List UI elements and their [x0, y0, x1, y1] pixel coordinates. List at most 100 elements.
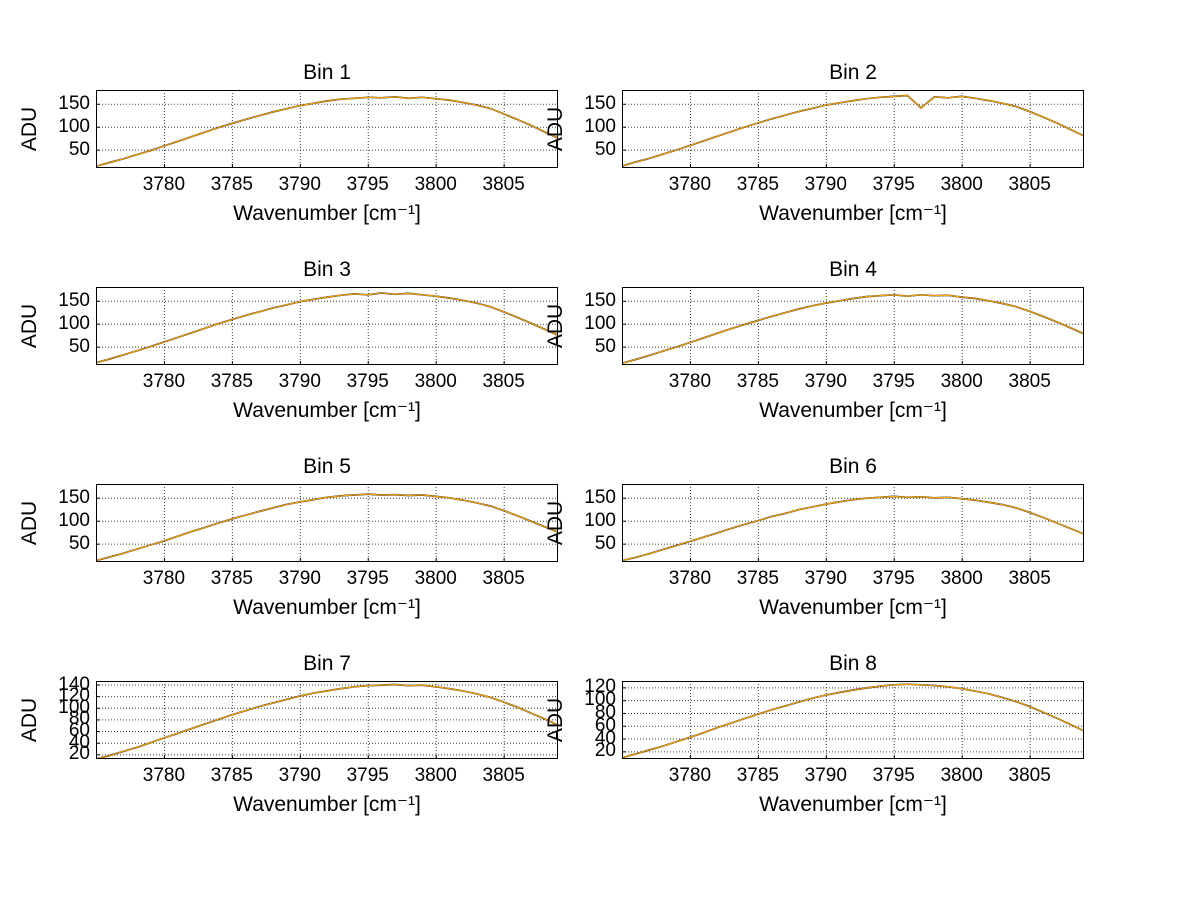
y-axis-label: ADU: [544, 500, 567, 546]
y-tick-label: 100: [584, 312, 616, 334]
x-tick-label: 3780: [668, 174, 712, 195]
subplot-bin-3: Bin 3 ADU 50 100 150 3780 3785 3790 3795 3800 3805…: [18, 258, 558, 422]
x-tick-label: 3785: [736, 765, 780, 786]
chart-title: Bin 2: [829, 61, 877, 84]
y-tick-label: 150: [584, 486, 616, 508]
plot-area: [622, 90, 1084, 168]
y-tick-label: 50: [68, 138, 90, 160]
y-axis-label: ADU: [18, 106, 41, 152]
chart-title: Bin 4: [829, 258, 877, 281]
x-tick-label: 3790: [804, 174, 847, 195]
x-tick-label: 3800: [414, 371, 457, 392]
y-tick-label: 20: [68, 743, 90, 765]
subplot-bin-8: Bin 8 ADU 20 40 60 80 100 120 3780 3785 3790 3795 38…: [544, 652, 1084, 816]
y-tick-label: 80: [594, 701, 616, 723]
y-tick-label: 50: [594, 532, 616, 554]
x-axis-label: Wavenumber [cm⁻¹]: [233, 596, 421, 619]
x-axis-label: Wavenumber [cm⁻¹]: [759, 202, 947, 225]
y-tick-label: 100: [58, 115, 90, 137]
y-tick-label: 120: [584, 676, 616, 698]
y-tick-label: 150: [58, 289, 90, 311]
y-tick-label: 150: [58, 92, 90, 114]
plot-area: [622, 484, 1084, 562]
x-tick-label: 3800: [940, 765, 983, 786]
y-tick-label: 100: [58, 509, 90, 531]
y-tick-label: 150: [584, 92, 616, 114]
x-tick-label: 3780: [668, 568, 712, 589]
y-tick-label: 100: [58, 312, 90, 334]
subplot-bin-5: Bin 5 ADU 50 100 150 3780 3785 3790 3795 3800 3805…: [18, 455, 558, 619]
x-tick-label: 3780: [668, 765, 712, 786]
x-tick-label: 3805: [482, 765, 525, 786]
y-tick-label: 120: [58, 685, 90, 707]
subplot-bin-2: Bin 2 ADU 50 100 150 3780 3785 3790 3795 3800 3805…: [544, 61, 1084, 225]
x-tick-label: 3805: [1008, 765, 1051, 786]
plot-area: [96, 287, 558, 365]
x-tick-label: 3790: [804, 568, 847, 589]
x-tick-label: 3785: [210, 765, 254, 786]
x-tick-label: 3785: [736, 174, 780, 195]
y-axis-label: ADU: [18, 303, 41, 349]
subplot-bin-4: Bin 4 ADU 50 100 150 3780 3785 3790 3795 3800 3805…: [544, 258, 1084, 422]
x-tick-label: 3790: [278, 174, 321, 195]
y-axis-label: ADU: [544, 303, 567, 349]
x-tick-label: 3795: [346, 174, 389, 195]
y-tick-label: 100: [58, 696, 90, 718]
x-tick-label: 3795: [346, 371, 389, 392]
y-tick-label: 50: [594, 138, 616, 160]
x-tick-label: 3790: [278, 765, 321, 786]
y-tick-label: 100: [584, 115, 616, 137]
x-tick-label: 3785: [736, 568, 780, 589]
y-axis-label: ADU: [18, 500, 41, 546]
x-tick-label: 3800: [414, 174, 457, 195]
x-axis-label: Wavenumber [cm⁻¹]: [759, 596, 947, 619]
x-tick-label: 3805: [482, 568, 525, 589]
y-tick-label: 60: [68, 720, 90, 742]
x-tick-label: 3795: [872, 174, 915, 195]
x-tick-label: 3795: [872, 568, 915, 589]
x-axis-label: Wavenumber [cm⁻¹]: [233, 202, 421, 225]
x-axis-label: Wavenumber [cm⁻¹]: [233, 793, 421, 816]
x-tick-label: 3805: [1008, 568, 1051, 589]
chart-title: Bin 5: [303, 455, 351, 478]
chart-title: Bin 6: [829, 455, 877, 478]
chart-title: Bin 8: [829, 652, 877, 675]
chart-title: Bin 1: [303, 61, 351, 84]
x-tick-label: 3780: [668, 371, 712, 392]
x-tick-label: 3805: [482, 371, 525, 392]
x-tick-label: 3790: [804, 765, 847, 786]
x-tick-label: 3795: [872, 371, 915, 392]
y-tick-label: 150: [584, 289, 616, 311]
x-tick-label: 3790: [804, 371, 847, 392]
chart-title: Bin 3: [303, 258, 351, 281]
x-tick-label: 3795: [346, 568, 389, 589]
y-axis-label: ADU: [18, 697, 41, 743]
x-tick-label: 3805: [482, 174, 525, 195]
y-tick-label: 150: [58, 486, 90, 508]
y-tick-label: 140: [58, 673, 90, 695]
x-tick-label: 3800: [414, 568, 457, 589]
x-tick-label: 3795: [346, 765, 389, 786]
plot-area: [622, 287, 1084, 365]
subplot-bin-6: Bin 6 ADU 50 100 150 3780 3785 3790 3795 3800 3805…: [544, 455, 1084, 619]
y-tick-label: 40: [594, 727, 616, 749]
x-tick-label: 3785: [736, 371, 780, 392]
x-tick-label: 3800: [940, 174, 983, 195]
x-tick-label: 3780: [142, 174, 186, 195]
y-tick-label: 50: [68, 532, 90, 554]
x-tick-label: 3800: [940, 568, 983, 589]
y-tick-label: 50: [68, 335, 90, 357]
x-tick-label: 3790: [278, 568, 321, 589]
chart-title: Bin 7: [303, 652, 351, 675]
y-tick-label: 40: [68, 731, 90, 753]
subplot-bin-7: Bin 7 ADU 20 40 60 80 100 120 140 3780 3785 3790 379…: [18, 652, 558, 816]
y-tick-label: 100: [584, 509, 616, 531]
y-tick-label: 60: [594, 714, 616, 736]
plot-area: [96, 484, 558, 562]
x-axis-label: Wavenumber [cm⁻¹]: [759, 793, 947, 816]
x-tick-label: 3800: [414, 765, 457, 786]
y-tick-label: 100: [584, 689, 616, 711]
y-axis-label: ADU: [544, 106, 567, 152]
y-tick-label: 80: [68, 708, 90, 730]
